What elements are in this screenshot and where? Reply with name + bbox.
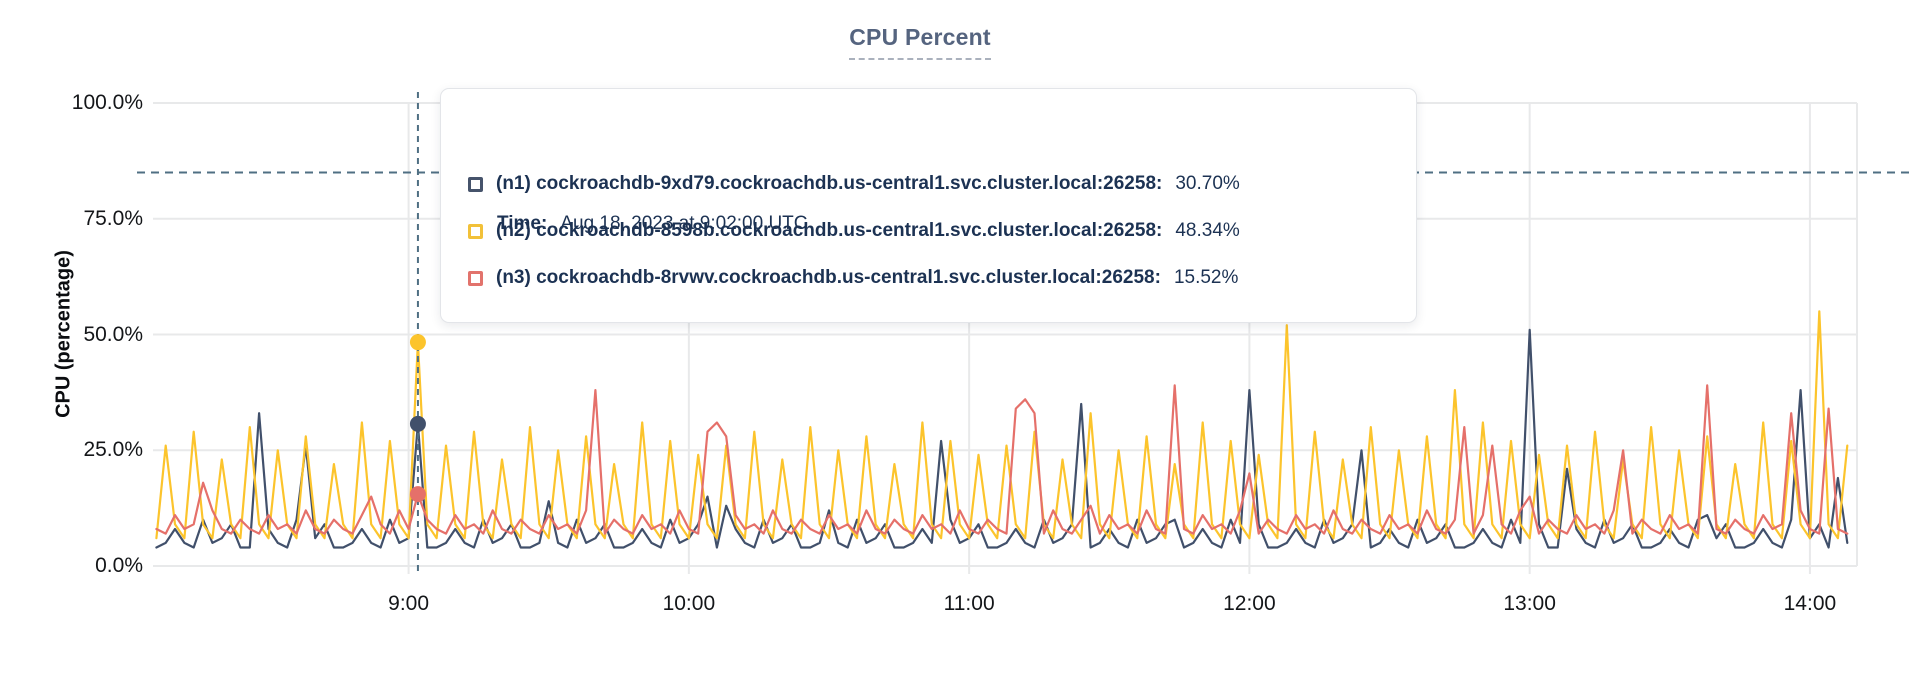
x-tick-label: 13:00	[1503, 592, 1556, 615]
y-tick-label: 75.0%	[83, 206, 143, 230]
hover-tooltip: Time: Aug 18, 2023 at 9:02:00 UTC (n1) c…	[440, 88, 1417, 323]
tooltip-time-row: Time: Aug 18, 2023 at 9:02:00 UTC	[497, 213, 808, 235]
series-swatch-icon-n2	[468, 223, 483, 239]
x-tick-label: 14:00	[1783, 592, 1837, 615]
tooltip-time-value: Aug 18, 2023 at 9:02:00 UTC	[560, 213, 808, 234]
tooltip-series-name: (n1) cockroachdb-9xd79.cockroachdb.us-ce…	[496, 173, 1163, 194]
tooltip-series-value: 48.34%	[1175, 220, 1240, 241]
hover-dot-n2	[409, 334, 426, 351]
x-tick-label: 11:00	[943, 592, 995, 615]
y-tick-label: 50.0%	[83, 322, 143, 346]
x-tick-label: 12:00	[1223, 592, 1276, 615]
tooltip-series-value: 15.52%	[1173, 267, 1239, 288]
tooltip-series-row-n2: (n2) cockroachdb-8598b.cockroachdb.us-ce…	[468, 220, 1240, 242]
tooltip-series-name: (n3) cockroachdb-8rvwv.cockroachdb.us-ce…	[496, 267, 1161, 288]
tooltip-series-value: 30.70%	[1175, 173, 1240, 194]
tooltip-series-row-n1: (n1) cockroachdb-9xd79.cockroachdb.us-ce…	[468, 173, 1240, 195]
hover-dot-n1	[409, 415, 426, 432]
series-line-n3	[155, 384, 1849, 535]
series-swatch-icon-n1	[468, 176, 483, 192]
x-tick-label: 9:00	[388, 592, 430, 615]
tooltip-series-name: (n2) cockroachdb-8598b.cockroachdb.us-ce…	[496, 220, 1163, 241]
y-tick-label: 0.0%	[95, 554, 143, 577]
series-line-n1	[155, 328, 1849, 549]
chart-title[interactable]: CPU Percent	[849, 24, 991, 60]
tooltip-time-label: Time:	[497, 213, 548, 234]
tooltip-series-row-n3: (n3) cockroachdb-8rvwv.cockroachdb.us-ce…	[468, 267, 1238, 289]
x-tick-label: 10:00	[662, 592, 716, 615]
hover-dot-n3	[409, 486, 426, 503]
y-tick-label: 25.0%	[83, 438, 143, 462]
chart-title-wrap: CPU Percent	[0, 24, 1840, 60]
series-swatch-icon-n3	[468, 270, 483, 286]
y-tick-label: 100.0%	[71, 91, 143, 114]
series-line-n2	[155, 310, 1849, 540]
